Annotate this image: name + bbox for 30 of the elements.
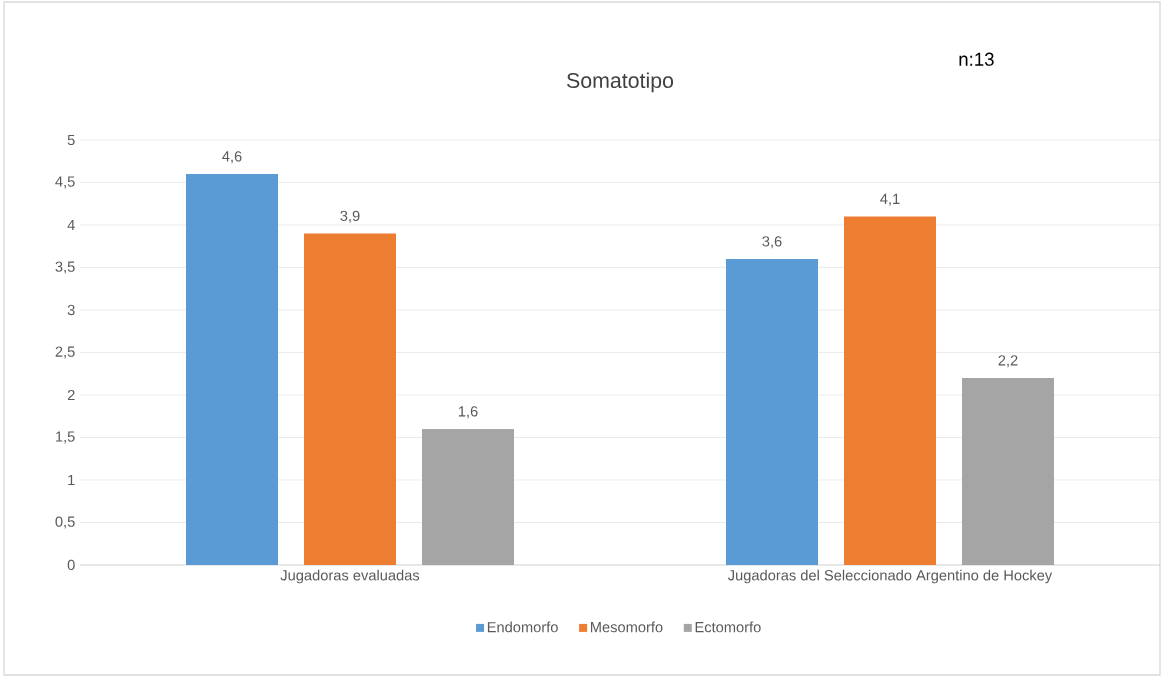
bar: [304, 233, 397, 565]
legend-label: Mesomorfo: [590, 621, 663, 633]
bar: [726, 258, 818, 565]
data-label: 1,6: [458, 406, 478, 419]
data-label: 4,1: [880, 193, 900, 206]
y-tick-label: 4,5: [55, 176, 75, 189]
y-tick-label: 5: [67, 134, 75, 146]
y-tick-label: 0: [67, 559, 75, 571]
data-label: 4,6: [222, 151, 242, 164]
y-tick-label: 2,5: [55, 346, 75, 359]
y-tick-label: 1,5: [56, 431, 75, 444]
data-label: 3,9: [340, 210, 360, 223]
chart-title: Somatotipo: [567, 72, 674, 93]
y-tick-label: 1: [68, 474, 75, 486]
y-tick-label: 3,5: [55, 261, 75, 274]
y-tick-label: 2: [67, 389, 75, 401]
bar: [962, 377, 1054, 565]
y-tick-label: 3: [67, 304, 75, 316]
y-tick-label: 4: [67, 219, 75, 231]
x-tick-label: Jugadoras evaluadas: [280, 569, 420, 584]
text: n:13: [959, 52, 994, 66]
bar: [186, 173, 279, 565]
y-tick-label: 0,5: [55, 516, 75, 529]
legend-label: Ectomorfo: [695, 621, 761, 633]
bar: [844, 216, 937, 565]
x-tick-label: Jugadoras del Seleccionado Argentino de Hockey: [727, 569, 1053, 584]
data-label: 3,6: [762, 236, 782, 249]
data-label: 2,2: [998, 355, 1018, 368]
bar: [422, 428, 515, 565]
legend-label: Endomorfo: [487, 621, 558, 633]
